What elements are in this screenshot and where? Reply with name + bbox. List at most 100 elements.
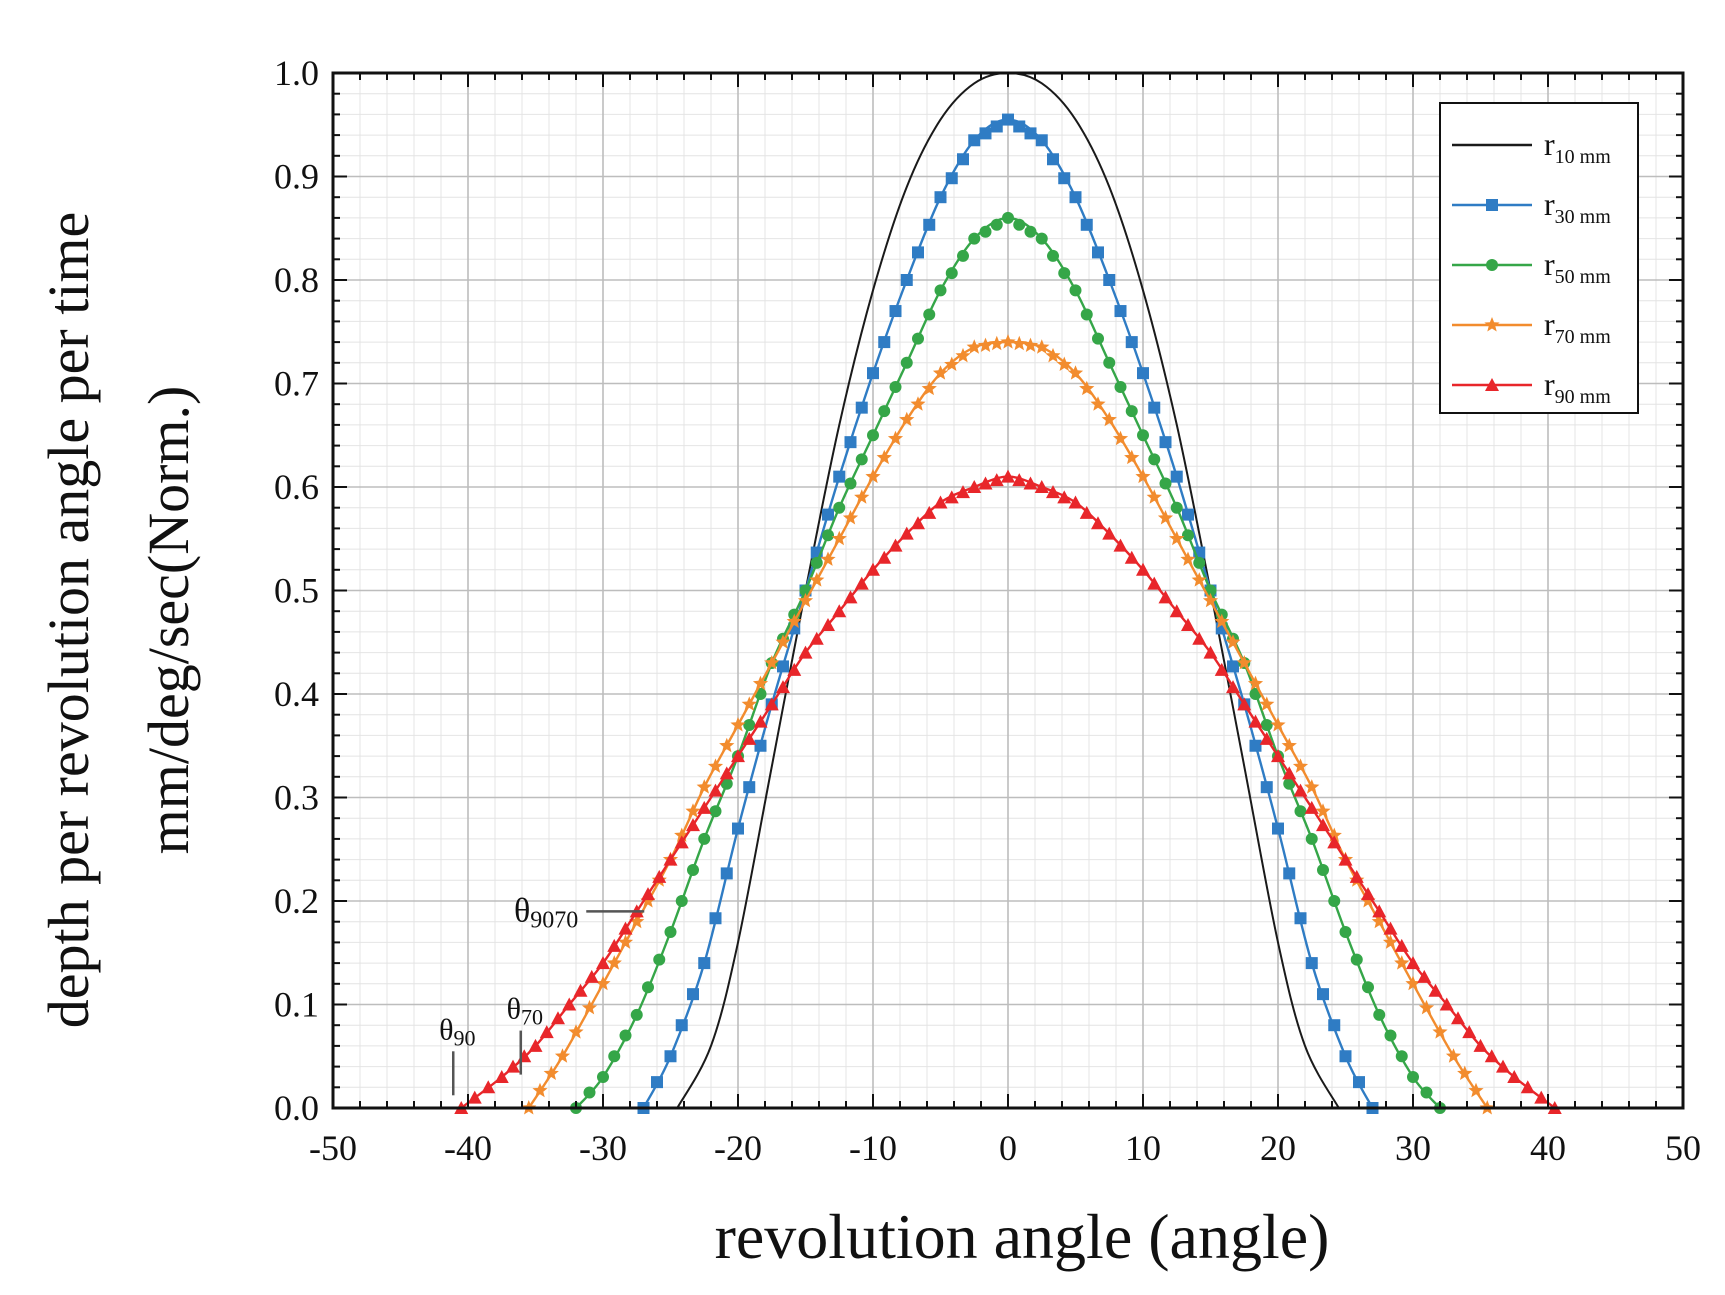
legend-entry: r50 mm <box>1452 246 1611 288</box>
data-point-triangle <box>697 800 712 814</box>
data-point-square <box>754 739 767 752</box>
data-point-circle <box>1384 1029 1397 1042</box>
data-point-circle <box>1407 1070 1419 1083</box>
data-point-triangle <box>539 1025 554 1039</box>
data-point-star <box>1445 1048 1462 1063</box>
data-point-square <box>1353 1076 1365 1089</box>
data-point-circle <box>957 249 969 262</box>
data-point-circle <box>867 429 879 442</box>
y-tick-label: 1.0 <box>274 53 319 93</box>
data-point-star <box>1146 489 1162 504</box>
data-point-triangle <box>1406 956 1420 970</box>
data-point-triangle <box>944 490 959 504</box>
data-point-triangle <box>641 887 655 901</box>
data-point-circle <box>642 981 654 994</box>
data-point-star <box>1405 975 1421 991</box>
data-point-circle <box>912 332 924 345</box>
data-point-star <box>1056 356 1072 371</box>
data-point-star <box>1225 634 1241 649</box>
data-point-star <box>617 934 634 949</box>
data-point-square <box>1159 436 1172 449</box>
data-point-triangle <box>1462 1025 1477 1039</box>
data-point-triangle <box>1372 904 1387 918</box>
data-point-circle <box>1317 863 1329 876</box>
data-point-triangle <box>1259 731 1274 745</box>
data-point-square <box>1148 401 1161 414</box>
data-point-square <box>1227 660 1239 673</box>
data-point-circle <box>1305 832 1318 845</box>
data-point-square <box>1125 336 1138 349</box>
data-point-triangle <box>787 662 802 676</box>
legend-entry: r30 mm <box>1452 186 1611 228</box>
data-point-triangle <box>1136 562 1150 576</box>
data-point-triangle <box>1001 469 1015 483</box>
data-point-square <box>1137 367 1149 380</box>
data-point-triangle <box>978 476 993 490</box>
data-point-star <box>876 449 892 465</box>
data-point-square <box>1080 218 1093 231</box>
data-point-circle <box>583 1086 596 1099</box>
data-point-triangle <box>1271 749 1285 763</box>
plot-series <box>454 71 1562 1115</box>
data-point-circle <box>844 477 857 490</box>
data-point-star <box>685 803 701 818</box>
data-point-circle <box>608 1050 621 1063</box>
y-tick-label: 0.8 <box>274 260 319 300</box>
data-point-star <box>629 913 645 929</box>
x-tick-label: 50 <box>1665 1128 1701 1168</box>
data-point-star <box>1011 335 1027 351</box>
data-point-circle <box>1002 211 1014 224</box>
data-point-triangle <box>1507 1069 1522 1083</box>
data-point-square <box>1069 191 1082 204</box>
data-point-star <box>752 675 769 691</box>
x-tick-label: -50 <box>309 1128 357 1168</box>
data-point-square <box>709 912 722 925</box>
data-point-circle <box>1125 405 1138 418</box>
data-point-triangle <box>1473 1038 1488 1052</box>
data-point-triangle <box>1057 490 1072 504</box>
data-point-circle <box>878 405 891 418</box>
data-point-star <box>1371 913 1387 929</box>
data-point-circle <box>709 805 722 818</box>
x-tick-label: 10 <box>1125 1128 1161 1168</box>
data-point-circle <box>1170 501 1183 514</box>
data-point-star <box>1000 334 1016 349</box>
data-point-star <box>921 380 937 396</box>
data-point-triangle <box>742 731 757 745</box>
data-point-square <box>1328 1019 1341 1032</box>
data-point-square <box>855 401 868 414</box>
legend-box <box>1439 102 1639 414</box>
data-point-triangle <box>1192 631 1207 645</box>
data-point-triangle <box>911 516 925 530</box>
data-point-triangle <box>618 921 633 935</box>
y-tick-label: 0.6 <box>274 467 319 507</box>
data-point-star <box>1394 955 1410 970</box>
data-point-circle <box>1047 249 1059 262</box>
data-point-square <box>1339 1050 1352 1063</box>
data-point-square <box>833 470 846 483</box>
data-point-circle <box>720 777 733 790</box>
data-point-circle <box>934 284 947 297</box>
data-point-star <box>1157 510 1174 525</box>
data-point-star <box>581 999 598 1015</box>
x-tick-label: -10 <box>849 1128 897 1168</box>
data-point-square <box>664 1050 677 1063</box>
data-point-circle <box>889 380 902 393</box>
data-point-triangle <box>1293 783 1308 797</box>
data-point-square <box>651 1076 663 1089</box>
data-point-square <box>1013 120 1026 133</box>
data-point-triangle <box>481 1080 496 1094</box>
data-point-star <box>1382 934 1399 949</box>
data-point-star <box>1135 468 1151 484</box>
annotation-theta-9070: θ9070 <box>514 892 645 933</box>
data-point-square <box>675 1019 688 1032</box>
data-point-circle <box>698 832 711 845</box>
data-point-triangle <box>573 983 588 997</box>
x-tick-label: -40 <box>444 1128 492 1168</box>
data-point-star <box>1315 803 1331 818</box>
x-tick-label: 0 <box>999 1128 1017 1168</box>
data-point-star <box>764 655 780 670</box>
data-point-star <box>977 337 994 352</box>
data-point-star <box>1191 572 1207 587</box>
